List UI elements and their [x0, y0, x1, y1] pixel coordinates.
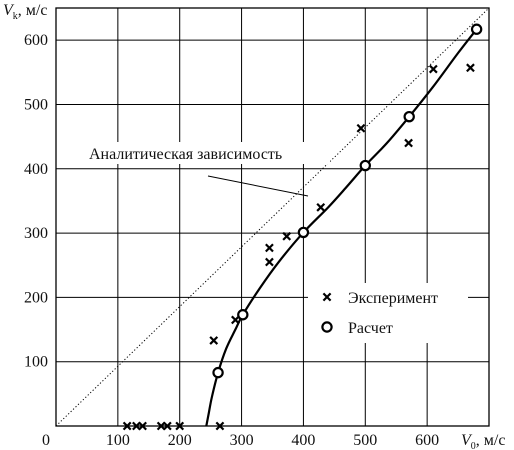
x-marker-stroke [466, 63, 475, 73]
legend-background [308, 283, 468, 343]
y-tick-label: 400 [24, 161, 48, 178]
experiment-point [265, 257, 274, 267]
x-marker-stroke [404, 138, 413, 148]
experiment-point [231, 315, 240, 325]
y-tick-label: 600 [24, 32, 48, 49]
legend: Эксперимент Расчет [308, 283, 468, 343]
legend-experiment-marker [322, 292, 332, 302]
diagonal-line-group [55, 7, 490, 427]
experiment-point [404, 138, 413, 148]
analytic-curve [205, 28, 478, 427]
experiment-point [316, 202, 326, 212]
x-marker-stroke [282, 231, 292, 241]
annotation: Аналитическая зависимость [84, 142, 330, 197]
experiment-point [428, 64, 438, 74]
x-marker-stroke [265, 243, 274, 253]
diagonal-line [55, 7, 490, 427]
y-tick-label: 200 [24, 289, 48, 306]
x-tick-label: 100 [106, 432, 130, 449]
calculation-point [212, 366, 224, 379]
annotation-text: Аналитическая зависимость [89, 146, 282, 163]
x-marker-stroke [231, 315, 240, 325]
calculation-point [470, 23, 483, 35]
axis-labels: Vk, м/с V0, м/с [3, 2, 505, 450]
legend-calculation-marker [321, 321, 333, 333]
legend-calculation-label: Расчет [348, 320, 393, 337]
x-marker-stroke [209, 336, 219, 345]
x-tick-label: 200 [168, 432, 192, 449]
x-tick-label: 500 [353, 432, 377, 449]
x-marker-stroke [428, 64, 438, 74]
x-axis-label: V0, м/с [461, 432, 505, 450]
calculation-point [403, 110, 415, 123]
x-marker-stroke [356, 123, 366, 133]
annotation-background [84, 142, 330, 164]
calculation-point [297, 226, 310, 239]
experiment-point [356, 123, 366, 133]
y-axis-label: Vk, м/с [3, 2, 47, 22]
plot-frame [55, 7, 490, 427]
x-tick-label: 600 [415, 432, 439, 449]
legend-experiment-label: Эксперимент [348, 290, 438, 307]
y-tick-label: 500 [24, 96, 48, 113]
calculation-point [359, 159, 371, 172]
y-tick-label: 300 [24, 225, 48, 242]
y-tick-label: 100 [24, 354, 48, 371]
experiment-point [209, 336, 219, 345]
x-tick-label: 0 [42, 432, 50, 449]
x-tick-label: 400 [291, 432, 315, 449]
annotation-leader-line [207, 175, 309, 197]
x-marker-stroke [316, 202, 326, 212]
x-marker-stroke [322, 292, 332, 302]
analytic-curve-group [205, 28, 478, 427]
experiment-point [282, 231, 292, 241]
grid-lines [56, 8, 489, 426]
x-marker-stroke [265, 257, 274, 267]
x-tick-label: 300 [230, 432, 254, 449]
experiment-point [265, 243, 274, 253]
plot-border [55, 7, 490, 427]
calculation-point [237, 309, 249, 321]
experiment-point [466, 63, 475, 73]
tick-labels: 0 100 200 300 400 500 600 100 200 300 400 500 600 [24, 32, 439, 449]
